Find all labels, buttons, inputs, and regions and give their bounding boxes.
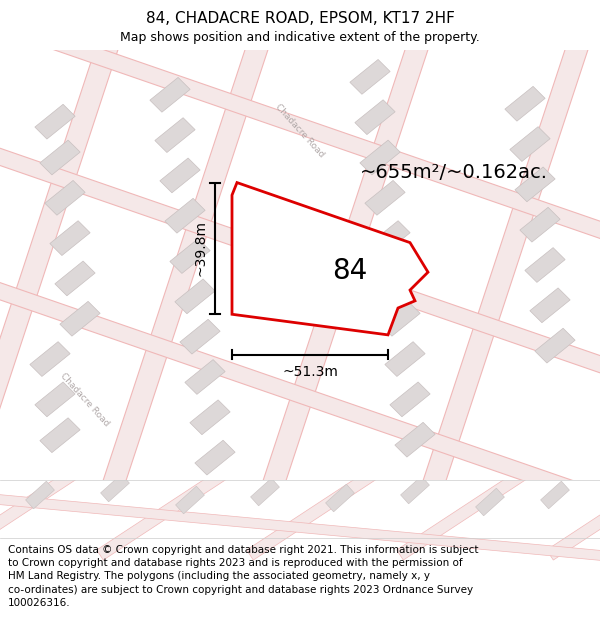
Polygon shape bbox=[0, 266, 600, 523]
Polygon shape bbox=[101, 474, 130, 502]
Text: Chadacre Road: Chadacre Road bbox=[274, 102, 326, 159]
Polygon shape bbox=[510, 127, 550, 161]
Text: Chadacre Road: Chadacre Road bbox=[59, 371, 111, 428]
Polygon shape bbox=[170, 239, 210, 273]
Polygon shape bbox=[0, 490, 600, 565]
Polygon shape bbox=[401, 476, 430, 504]
Text: 84: 84 bbox=[332, 257, 368, 285]
Polygon shape bbox=[35, 382, 75, 417]
Polygon shape bbox=[190, 400, 230, 434]
Polygon shape bbox=[0, 445, 113, 560]
Polygon shape bbox=[176, 486, 205, 514]
Polygon shape bbox=[30, 342, 70, 376]
Polygon shape bbox=[185, 359, 225, 394]
Text: ~39.8m: ~39.8m bbox=[193, 221, 207, 276]
Polygon shape bbox=[40, 140, 80, 175]
Polygon shape bbox=[350, 59, 390, 94]
Text: Contains OS data © Crown copyright and database right 2021. This information is : Contains OS data © Crown copyright and d… bbox=[8, 545, 479, 608]
Polygon shape bbox=[175, 279, 215, 314]
Polygon shape bbox=[60, 301, 100, 336]
Polygon shape bbox=[326, 484, 355, 512]
Polygon shape bbox=[385, 342, 425, 376]
Polygon shape bbox=[40, 418, 80, 452]
Polygon shape bbox=[0, 0, 140, 528]
Polygon shape bbox=[375, 261, 415, 296]
Polygon shape bbox=[35, 104, 75, 139]
Polygon shape bbox=[251, 478, 280, 506]
Polygon shape bbox=[505, 86, 545, 121]
Polygon shape bbox=[515, 167, 555, 202]
Polygon shape bbox=[541, 481, 569, 509]
Polygon shape bbox=[195, 440, 235, 475]
Text: Map shows position and indicative extent of the property.: Map shows position and indicative extent… bbox=[120, 31, 480, 44]
Polygon shape bbox=[160, 158, 200, 192]
Polygon shape bbox=[525, 248, 565, 282]
Polygon shape bbox=[360, 140, 400, 175]
Text: ~655m²/~0.162ac.: ~655m²/~0.162ac. bbox=[360, 163, 548, 182]
Polygon shape bbox=[50, 221, 90, 256]
Text: 84, CHADACRE ROAD, EPSOM, KT17 2HF: 84, CHADACRE ROAD, EPSOM, KT17 2HF bbox=[146, 11, 454, 26]
Polygon shape bbox=[0, 132, 600, 389]
Polygon shape bbox=[397, 445, 563, 560]
Polygon shape bbox=[150, 78, 190, 112]
Polygon shape bbox=[380, 301, 420, 336]
Polygon shape bbox=[97, 445, 263, 560]
Polygon shape bbox=[395, 422, 435, 457]
Polygon shape bbox=[0, 0, 600, 254]
Polygon shape bbox=[232, 182, 428, 335]
Polygon shape bbox=[250, 0, 451, 528]
Polygon shape bbox=[45, 181, 85, 215]
Polygon shape bbox=[89, 0, 290, 528]
Polygon shape bbox=[55, 261, 95, 296]
Polygon shape bbox=[390, 382, 430, 417]
Polygon shape bbox=[520, 208, 560, 242]
Text: ~51.3m: ~51.3m bbox=[282, 366, 338, 379]
Polygon shape bbox=[165, 198, 205, 233]
Polygon shape bbox=[547, 445, 600, 560]
Polygon shape bbox=[26, 481, 55, 509]
Polygon shape bbox=[355, 100, 395, 134]
Polygon shape bbox=[530, 288, 570, 322]
Polygon shape bbox=[180, 319, 220, 354]
Polygon shape bbox=[155, 118, 195, 152]
Polygon shape bbox=[247, 445, 413, 560]
Polygon shape bbox=[409, 0, 600, 528]
Polygon shape bbox=[370, 221, 410, 256]
Polygon shape bbox=[535, 328, 575, 363]
Polygon shape bbox=[365, 181, 405, 215]
Polygon shape bbox=[476, 488, 505, 516]
